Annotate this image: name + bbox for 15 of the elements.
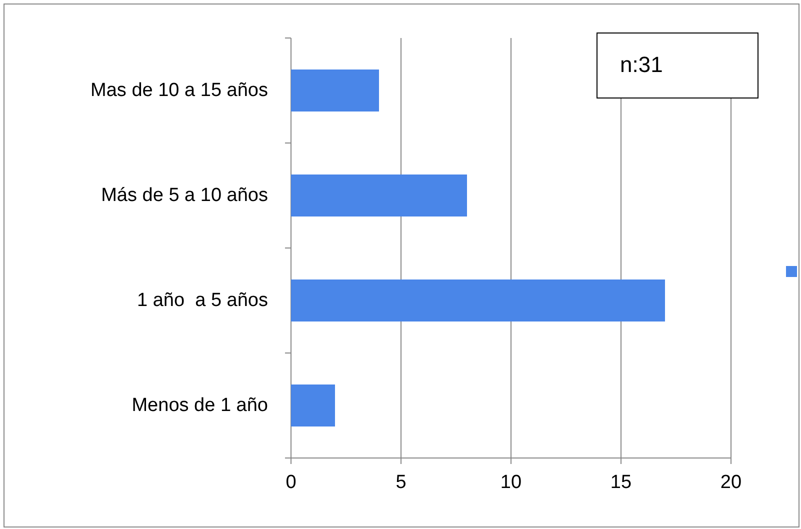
y-tick-label: Mas de 10 a 15 años [90, 80, 268, 101]
bar [291, 384, 335, 426]
y-tick-label: Más de 5 a 10 años [101, 185, 268, 206]
x-tick-label: 0 [286, 472, 296, 493]
x-tick-label: 15 [610, 472, 632, 493]
x-tick-label: 20 [720, 472, 742, 493]
bar [291, 174, 467, 216]
text-box: n:31 [596, 32, 758, 98]
bar [291, 70, 379, 112]
y-tick-label: 1 año a 5 años [137, 290, 268, 311]
annotation: n:31 [620, 52, 663, 77]
x-tick-label: 10 [500, 472, 522, 493]
bar [291, 280, 665, 322]
x-tick-label: 5 [396, 472, 406, 493]
y-tick-label: Menos de 1 año [132, 395, 268, 416]
